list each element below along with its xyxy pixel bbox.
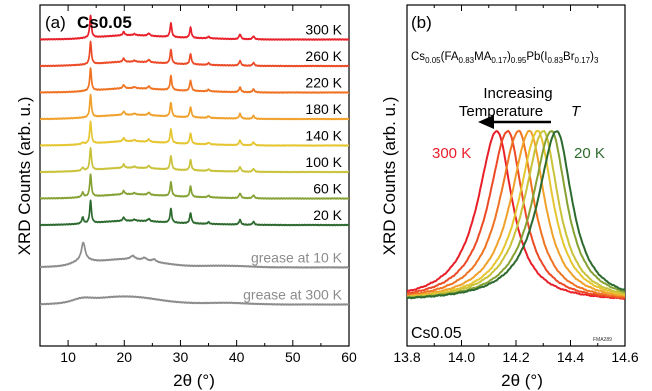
series-label: grease at 10 K (251, 249, 343, 265)
x-tick-label: 14.4 (557, 349, 584, 365)
panel-a-x-axis: 10 20 30 40 50 60 (39, 5, 357, 365)
panel-b-y-axis-label: XRD Counts (arb. u.) (380, 97, 399, 256)
series-label: 20 K (313, 207, 342, 223)
panel-b-x-axis: 13.8 14.0 14.2 14.4 14.6 (393, 5, 639, 365)
series-line (407, 129, 625, 298)
panel-a-label: (a) (45, 13, 66, 32)
series-line (407, 130, 625, 300)
series-label: 180 K (305, 101, 342, 117)
panel-a-series-labels: 300 K 260 K 220 K 180 K 140 K 100 K 60 K 20 K gr… (243, 22, 343, 303)
series-line (407, 130, 625, 299)
series-line (40, 120, 349, 147)
x-tick-label: 50 (285, 349, 301, 365)
x-tick-label: 20 (116, 349, 132, 365)
x-tick-label: 14.2 (502, 349, 529, 365)
series-line (40, 93, 349, 121)
annotation-increasing: Increasing (483, 85, 552, 102)
decreasing-temperature-arrow (478, 115, 551, 129)
annotation-temperature: Temperature (459, 103, 543, 120)
series-line (407, 130, 625, 300)
series-label: 220 K (305, 75, 342, 91)
x-tick-label: 40 (229, 349, 245, 365)
panel-a-title: Cs0.05 (77, 13, 132, 32)
x-tick-label: 14.6 (611, 349, 638, 365)
x-tick-label: 10 (60, 349, 76, 365)
series-label: grease at 300 K (243, 287, 343, 303)
series-label: 300 K (305, 22, 342, 38)
x-tick-label: 14.0 (448, 349, 475, 365)
series-line (40, 199, 349, 227)
panel-b-composition-title: Cs0.05(FA0.83MA0.17)0.95Pb(I0.83Br0.17)3 (411, 51, 599, 65)
series-line (407, 129, 625, 300)
series-label: 140 K (305, 128, 342, 144)
panel-b-label: (b) (411, 13, 432, 32)
label-20k: 20 K (574, 145, 605, 162)
series-label: 100 K (305, 154, 342, 170)
series-label: 260 K (305, 48, 342, 64)
x-tick-label: 30 (173, 349, 189, 365)
x-tick-label: 60 (341, 349, 357, 365)
series-line (40, 146, 349, 174)
panel-a-y-axis-label: XRD Counts (arb. u.) (15, 97, 34, 256)
series-line (407, 129, 625, 298)
series-line (40, 40, 349, 68)
sample-label: Cs0.05 (411, 325, 462, 342)
series-line (40, 295, 349, 306)
series-line (40, 173, 349, 200)
corner-tag: FMA289 (593, 337, 612, 343)
panel-a-frame (39, 4, 350, 347)
label-300k: 300 K (432, 145, 471, 162)
panel-b: 13.8 14.0 14.2 14.4 14.6 (b) Cs0.05(FA0.83MA… (380, 4, 639, 390)
series-line (40, 67, 349, 94)
annotation-temperature-symbol: T (571, 103, 582, 120)
series-label: 60 K (313, 181, 342, 197)
x-tick-label: 13.8 (393, 349, 420, 365)
panel-a-series (40, 14, 349, 306)
series-line (40, 241, 349, 269)
series-line (40, 14, 349, 41)
panel-b-series (407, 129, 625, 300)
panel-b-x-axis-label: 2θ (°) (501, 371, 543, 390)
panel-a-x-axis-label: 2θ (°) (173, 371, 215, 390)
